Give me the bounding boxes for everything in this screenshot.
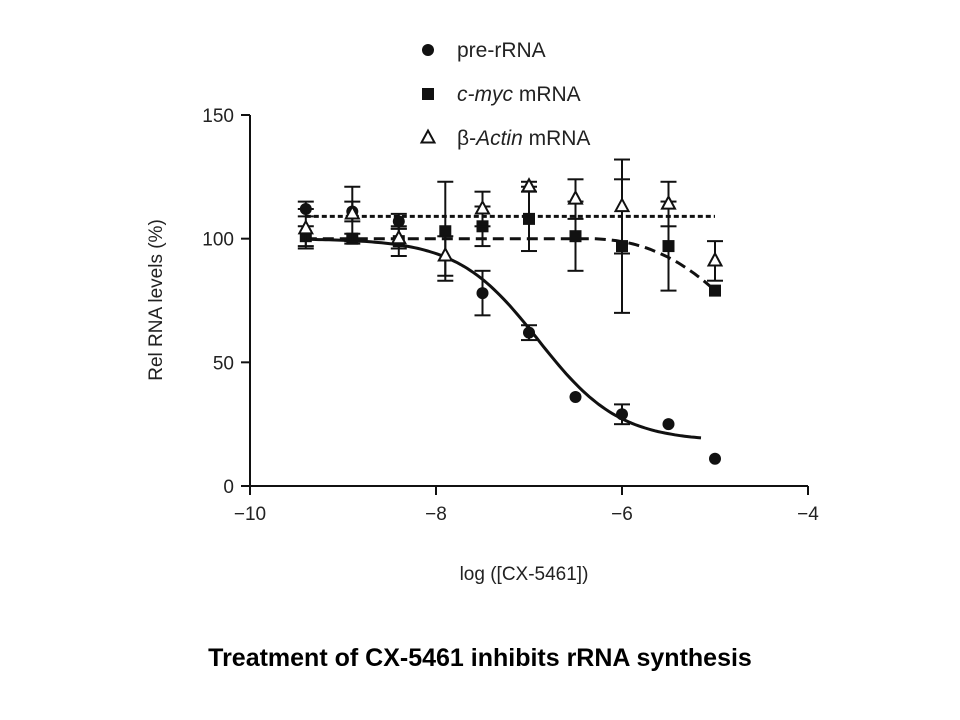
data-point-2 [297,219,314,235]
x-tick-label: −6 [611,504,633,525]
data-point-2 [390,229,407,245]
plot-area: −10 −8 −6 −4 0 50 100 150 [202,106,819,525]
data-point-2 [613,196,631,213]
legend-label-2: β-Actin mRNA [457,127,590,150]
legend-label-0: pre-rRNA [457,39,546,62]
dose-response-chart: pre-rRNA c-myc mRNA β-Actin mRNA −10 −8 −6 −4… [146,39,819,585]
figure-caption: Treatment of CX-5461 inhibits rRNA synth… [208,644,752,672]
data-point-0 [662,418,675,431]
fit-curve-0 [305,237,702,440]
data-point-1 [709,284,721,297]
x-tick-label: −10 [234,504,266,525]
legend: pre-rRNA c-myc mRNA β-Actin mRNA [419,39,590,150]
data-point-2 [474,199,491,215]
data-point-2 [344,204,361,220]
legend-label-1: c-myc mRNA [457,83,581,106]
data-point-0 [523,326,535,339]
fit-curve-1 [305,237,717,292]
data-point-1 [523,212,535,225]
x-tick-label: −4 [797,504,819,525]
y-axis-title: Rel RNA levels (%) [146,219,167,381]
data-point-2 [520,177,538,193]
legend-marker-2 [419,128,437,144]
legend-marker-1 [422,88,434,100]
x-tick-label: −8 [425,504,447,525]
data-point-1 [662,240,675,253]
data-point-0 [392,215,405,228]
data-point-2 [706,251,724,267]
data-point-1 [439,225,452,238]
data-point-0 [476,287,489,300]
y-tick-label: 100 [202,230,234,251]
y-tick-label: 50 [213,353,234,374]
data-point-0 [616,408,628,421]
x-axis-title: log ([CX-5461]) [460,564,589,585]
data-point-0 [709,452,721,465]
data-point-1 [569,230,582,243]
legend-marker-0 [422,44,434,56]
data-point-2 [437,246,454,262]
data-point-2 [660,194,677,210]
data-point-2 [567,189,584,205]
y-tick-label: 150 [202,106,234,127]
data-point-0 [569,390,582,403]
y-tick-label: 0 [223,477,234,498]
